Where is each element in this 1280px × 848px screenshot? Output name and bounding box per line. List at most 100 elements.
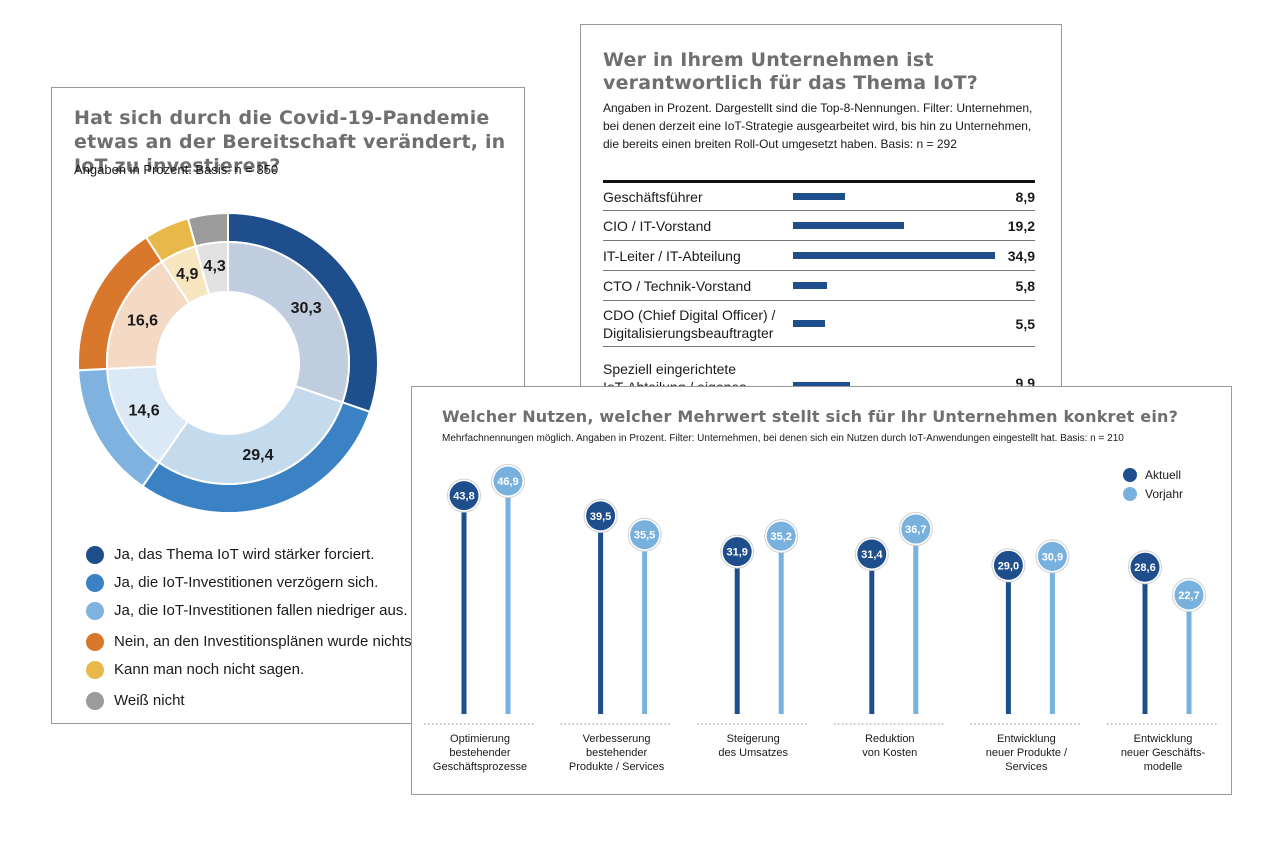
- lollipop-stick: [1142, 567, 1148, 714]
- bar-chart-card: Wer in Ihrem Unternehmen ist verantwortl…: [580, 24, 1062, 444]
- lollipop-point: [901, 514, 931, 544]
- lollipop-legend-label: Vorjahr: [1145, 486, 1184, 501]
- lollipop-legend-item: Aktuell: [1123, 465, 1183, 484]
- donut-legend-label: Weiß nicht: [114, 692, 185, 709]
- lollipop-value-label: 46,9: [497, 476, 518, 488]
- donut-legend-label: Kann man noch nicht sagen.: [114, 661, 305, 678]
- lollipop-stick: [1005, 565, 1011, 714]
- lollipop-legend-item: Vorjahr: [1123, 484, 1183, 503]
- legend-dot-icon: [86, 601, 104, 620]
- donut-slice-inner: [157, 384, 344, 485]
- donut-legend-label: Ja, die IoT-Investitionen verzögern sich…: [114, 574, 379, 591]
- lollipop-point: [449, 481, 479, 511]
- donut-legend-item: Kann man noch nicht sagen.: [86, 657, 526, 682]
- lollipop-chart: 43,8 46,9 39,5 35,5 31,9 35,2 31,4 36,7 29,0 30,9…: [424, 464, 1219, 725]
- lollipop-category-label: Steigerung des Umsatzes: [718, 733, 789, 759]
- lollipop-value-label: 28,6: [1134, 562, 1155, 574]
- bar-row: Geschäftsführer 8,9: [603, 183, 1035, 211]
- donut-slice-label: 4,9: [176, 266, 198, 283]
- donut-slice-label: 14,6: [128, 403, 159, 420]
- lollipop-stick: [869, 554, 875, 714]
- bar-value-label: 5,8: [1015, 277, 1035, 294]
- lollipop-legend: Aktuell Vorjahr: [1123, 465, 1183, 503]
- bar-chart-subtitle: Angaben in Prozent. Dargestellt sind die…: [603, 101, 1033, 151]
- lollipop-legend-label: Aktuell: [1145, 467, 1182, 482]
- lollipop-category-label: Reduktion von Kosten: [862, 733, 918, 759]
- lollipop-chart-title: Welcher Nutzen, welcher Mehrwert stellt …: [442, 407, 1179, 426]
- donut-legend-item: Nein, an den Investitionsplänen wurde ni…: [86, 629, 526, 654]
- bar: [793, 382, 851, 389]
- lollipop-stick: [505, 481, 511, 714]
- bar: [793, 252, 995, 259]
- lollipop-point: [1130, 552, 1160, 582]
- donut-legend-label: Ja, das Thema IoT wird stärker forciert.: [114, 546, 375, 563]
- donut-chart-title: Hat sich durch die Covid-19-Pandemie etw…: [74, 107, 506, 177]
- lollipop-stick: [734, 551, 740, 714]
- legend-dot-icon: [86, 660, 104, 679]
- lollipop-category-label: Entwicklung neuer Geschäfts-modelle: [1120, 733, 1206, 773]
- donut-slice-label: 4,3: [204, 258, 226, 275]
- lollipop-point: [766, 521, 796, 551]
- lollipop-value-label: 35,5: [634, 530, 655, 542]
- lollipop-point: [1174, 580, 1204, 610]
- lollipop-point: [493, 466, 523, 496]
- bar: [793, 282, 827, 289]
- lollipop-point: [1037, 541, 1067, 571]
- bar-row: IT-Leiter / IT-Abteilung 34,9: [603, 241, 1035, 271]
- donut-legend-item: Weiß nicht: [86, 688, 526, 713]
- donut-legend-item: Ja, die IoT-Investitionen verzögern sich…: [86, 570, 526, 595]
- bar-value-label: 19,2: [1007, 217, 1035, 234]
- lollipop-point: [586, 501, 616, 531]
- bar-category-label: CDO (Chief Digital Officer) / Digitalisie…: [603, 306, 776, 341]
- donut-slice-label: 29,4: [242, 447, 273, 464]
- legend-dot-icon: [86, 691, 104, 710]
- bar-category-label: CIO / IT-Vorstand: [603, 217, 712, 234]
- legend-dot-icon: [86, 573, 104, 592]
- legend-dot-icon: [1123, 486, 1137, 501]
- bar-row: CTO / Technik-Vorstand 5,8: [603, 271, 1035, 301]
- bar-value-label: 5,5: [1015, 315, 1035, 332]
- bar-category-label: CTO / Technik-Vorstand: [603, 277, 752, 294]
- donut-legend-item: Ja, das Thema IoT wird stärker forciert.: [86, 542, 526, 567]
- lollipop-category-label: Optimierung bestehender Geschäftsprozesse: [432, 733, 528, 773]
- lollipop-category-label: Verbesserung bestehender Produkte / Servic…: [568, 733, 665, 773]
- lollipop-stick: [913, 529, 919, 714]
- bar-row: CDO (Chief Digital Officer) / Digitalisie…: [603, 301, 1035, 347]
- lollipop-category-label: Entwicklung neuer Produkte / Services: [985, 733, 1068, 773]
- bar-row: CIO / IT-Vorstand 19,2: [603, 211, 1035, 241]
- donut-legend-item: Ja, die IoT-Investitionen fallen niedrig…: [86, 598, 526, 623]
- lollipop-value-label: 31,9: [726, 547, 747, 559]
- bar-value-label: 8,9: [1015, 188, 1035, 205]
- donut-slice-label: 16,6: [127, 312, 158, 329]
- lollipop-value-label: 43,8: [453, 491, 474, 503]
- lollipop-stick: [1186, 595, 1192, 714]
- donut-slice-inner: [227, 240, 350, 404]
- donut-legend-label: Nein, an den Investitionsplänen wurde ni…: [114, 633, 412, 650]
- bar-category-label: IT-Leiter / IT-Abteilung: [603, 247, 741, 264]
- lollipop-point: [630, 520, 660, 550]
- donut-slice-inner: [194, 240, 229, 296]
- lollipop-stick: [778, 536, 784, 714]
- lollipop-point: [857, 539, 887, 569]
- legend-dot-icon: [1123, 467, 1137, 482]
- lollipop-value-label: 39,5: [590, 511, 611, 523]
- legend-dot-icon: [86, 545, 104, 564]
- donut-legend-label: Ja, die IoT-Investitionen fallen niedrig…: [114, 602, 408, 619]
- lollipop-chart-card: Welcher Nutzen, welcher Mehrwert stellt …: [411, 386, 1232, 795]
- donut-chart-subtitle: Angaben in Prozent. Basis: n = 350: [74, 162, 279, 177]
- lollipop-value-label: 29,0: [998, 560, 1019, 572]
- bar-value-label: 34,9: [1007, 247, 1035, 264]
- lollipop-stick: [461, 495, 467, 714]
- bar: [793, 222, 905, 229]
- bar-chart-title: Wer in Ihrem Unternehmen ist verantwortl…: [603, 49, 978, 94]
- lollipop-value-label: 31,4: [861, 549, 883, 561]
- lollipop-value-label: 30,9: [1042, 551, 1063, 563]
- lollipop-chart-subtitle: Mehrfachnennungen möglich. Angaben in Pr…: [442, 433, 1124, 444]
- bar-chart: Geschäftsführer 8,9 CIO / IT-Vorstand 19,2 I…: [603, 180, 1035, 397]
- lollipop-value-label: 36,7: [905, 524, 926, 536]
- donut-slice-label: 30,3: [291, 300, 322, 317]
- lollipop-stick: [598, 515, 604, 714]
- bar-category-label: Geschäftsführer: [603, 188, 703, 205]
- bar: [793, 320, 825, 327]
- lollipop-value-label: 22,7: [1178, 590, 1199, 602]
